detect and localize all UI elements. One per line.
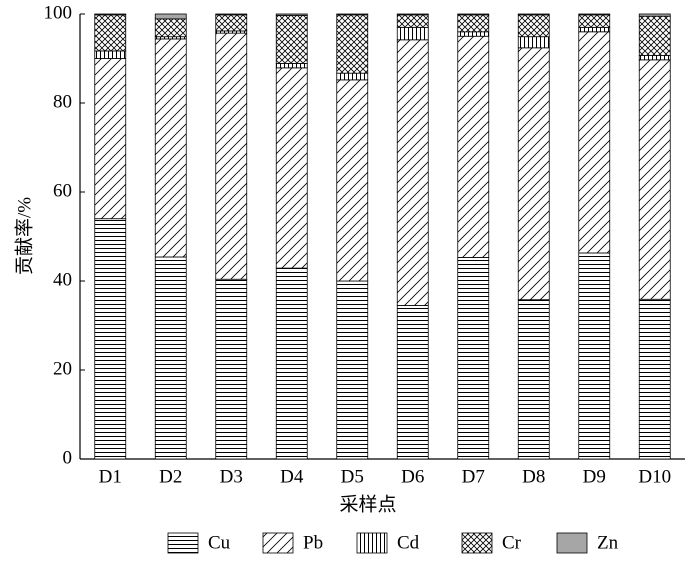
- bar-segment: [275, 267, 308, 460]
- x-tick-label: D1: [99, 466, 122, 487]
- bar-segment: [154, 18, 187, 38]
- bar-segment: [94, 58, 127, 220]
- legend-label: Cd: [397, 532, 420, 553]
- y-tick-label: 60: [53, 180, 72, 201]
- bar-segment: [94, 50, 127, 59]
- bar-segment: [457, 13, 490, 16]
- bar-segment: [457, 31, 490, 37]
- bar-segment: [517, 36, 550, 49]
- bar-segment: [457, 257, 490, 460]
- bar-segment: [275, 13, 308, 16]
- bar-segment: [154, 256, 187, 460]
- bar-segment: [396, 14, 429, 28]
- bar-segment: [396, 26, 429, 41]
- bar-segment: [396, 13, 429, 16]
- bar-segment: [638, 15, 671, 56]
- bar-segment: [638, 59, 671, 300]
- bar-segment: [578, 13, 611, 16]
- bar-segment: [638, 13, 671, 17]
- x-axis-title: 采样点: [339, 493, 396, 515]
- bar-segment: [578, 31, 611, 254]
- y-axis-title: 贡献率/%: [13, 197, 35, 275]
- x-tick-label: D5: [341, 466, 364, 487]
- legend-swatch: [262, 532, 294, 554]
- bar-segment: [94, 13, 127, 16]
- y-tick-label: 20: [53, 358, 72, 379]
- legend-label: Cu: [208, 532, 231, 553]
- legend-label: Cr: [502, 532, 522, 553]
- legend-label: Zn: [597, 532, 619, 553]
- y-tick-label: 40: [53, 269, 72, 290]
- bar-segment: [154, 38, 187, 258]
- bar-segment: [336, 72, 369, 81]
- bar-segment: [275, 14, 308, 64]
- bar-segment: [215, 32, 248, 280]
- bar-segment: [336, 79, 369, 282]
- bar-segment: [517, 299, 550, 460]
- bar-segment: [215, 14, 248, 32]
- x-tick-label: D3: [220, 466, 243, 487]
- bar-segment: [457, 35, 490, 258]
- x-tick-label: D6: [401, 466, 424, 487]
- bar-segment: [154, 13, 187, 20]
- bar-segment: [638, 298, 671, 460]
- bar-segment: [638, 54, 671, 61]
- legend-swatch: [167, 532, 199, 554]
- bar-segment: [275, 62, 308, 69]
- y-tick-label: 80: [53, 91, 72, 112]
- x-tick-label: D2: [159, 466, 182, 487]
- y-tick-label: 100: [44, 2, 73, 23]
- bar-segment: [215, 278, 248, 460]
- bar-segment: [396, 305, 429, 460]
- x-tick-label: D7: [462, 466, 485, 487]
- legend-swatch: [556, 532, 588, 554]
- x-tick-label: D9: [583, 466, 606, 487]
- bar-segment: [517, 14, 550, 38]
- bar-segment: [94, 14, 127, 52]
- bar-segment: [336, 280, 369, 460]
- bar-segment: [578, 26, 611, 33]
- bar-segment: [578, 14, 611, 28]
- bar-segment: [396, 39, 429, 306]
- legend-swatch: [461, 532, 493, 554]
- y-tick-label: 0: [63, 447, 73, 468]
- bar-segment: [578, 252, 611, 460]
- bar-segment: [215, 13, 248, 16]
- bar-segment: [457, 14, 490, 33]
- bar-segment: [336, 13, 369, 16]
- x-tick-label: D10: [638, 466, 671, 487]
- legend-label: Pb: [303, 532, 323, 553]
- bar-segment: [517, 13, 550, 16]
- bar-segment: [517, 47, 550, 301]
- x-tick-label: D8: [522, 466, 545, 487]
- bar-segment: [336, 14, 369, 74]
- bar-segment: [94, 218, 127, 460]
- legend-swatch: [356, 532, 388, 554]
- bar-segment: [275, 67, 308, 269]
- x-tick-label: D4: [280, 466, 304, 487]
